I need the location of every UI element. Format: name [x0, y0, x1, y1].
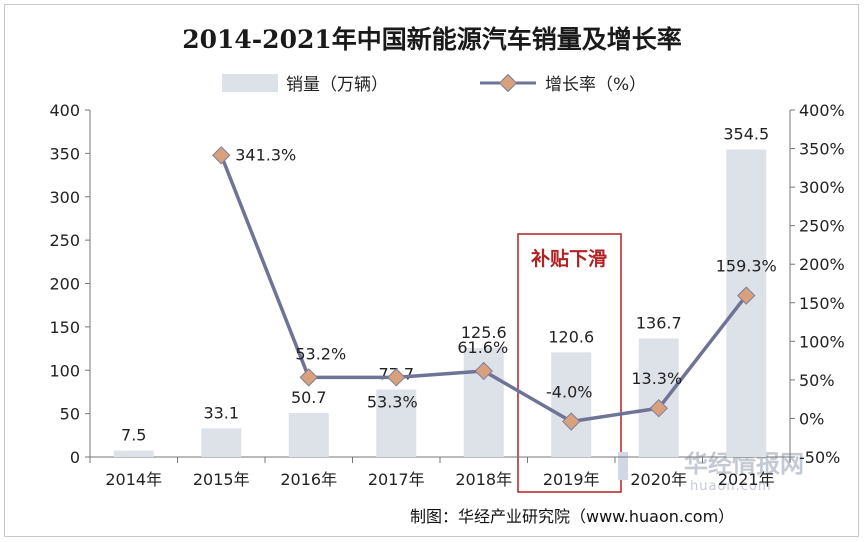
growth-data-label: 341.3% — [235, 145, 296, 164]
growth-data-label: 53.2% — [295, 344, 346, 363]
y-right-tick-label: 150% — [799, 294, 845, 313]
growth-marker — [737, 286, 756, 305]
growth-data-label: 61.6% — [457, 338, 508, 357]
growth-marker — [562, 412, 581, 431]
growth-data-label: 53.3% — [367, 392, 418, 411]
y-left-tick-label: 400 — [49, 101, 80, 120]
x-tick-label: 2020年 — [630, 470, 687, 489]
bar — [201, 428, 242, 457]
bar — [113, 450, 154, 457]
y-left-tick-label: 0 — [70, 448, 80, 467]
bar-data-label: 33.1 — [203, 403, 239, 422]
y-right-tick-label: 0% — [799, 409, 824, 428]
growth-data-label: 159.3% — [716, 257, 777, 276]
x-tick-label: 2017年 — [368, 470, 425, 489]
y-left-tick-label: 200 — [49, 275, 80, 294]
legend-line-marker — [498, 73, 518, 93]
growth-data-label: 13.3% — [631, 369, 682, 388]
legend-line-label: 增长率（%） — [545, 75, 646, 95]
legend-bar-label: 销量（万辆） — [286, 75, 388, 95]
y-right-tick-label: 350% — [799, 140, 845, 159]
annotation: 补贴下滑 — [517, 233, 622, 493]
y-left-tick-label: 150 — [49, 318, 80, 337]
x-tick-label: 2018年 — [455, 470, 512, 489]
bar — [288, 413, 329, 457]
x-tick-label: 2021年 — [718, 470, 775, 489]
source-note: 制图：华经产业研究院（www.huaon.com） — [410, 507, 734, 526]
annotation-text: 补贴下滑 — [531, 247, 607, 270]
bar — [638, 338, 679, 457]
legend-bar-swatch — [222, 74, 278, 92]
x-tick-label: 2014年 — [105, 470, 162, 489]
x-tick-label: 2019年 — [543, 470, 600, 489]
chart-frame — [4, 4, 859, 537]
y-left-tick-label: 300 — [49, 188, 80, 207]
y-right-tick-label: 300% — [799, 178, 845, 197]
y-left-tick-label: 50 — [60, 405, 80, 424]
bar-data-label: 354.5 — [723, 124, 769, 143]
bar-data-label: 7.5 — [121, 425, 146, 444]
chart-title: 2014-2021年中国新能源汽车销量及增长率 — [182, 25, 682, 54]
plot-area: 0 50 100 150 200 250 300 350 400 -50% 0% 50% 100% 150… — [49, 101, 844, 489]
annotation-box — [517, 233, 622, 493]
x-tick-label: 2015年 — [193, 470, 250, 489]
y-left-tick-label: 350 — [49, 144, 80, 163]
growth-marker — [649, 398, 668, 418]
growth-marker — [299, 368, 318, 387]
legend: 销量（万辆） 增长率（%） — [222, 73, 646, 95]
bar-data-label: 136.7 — [636, 313, 682, 332]
y-left-tick-label: 100 — [49, 361, 80, 380]
y-right-tick-label: 50% — [799, 371, 835, 390]
bar-data-label: 50.7 — [291, 388, 327, 407]
y-right-tick-label: 100% — [799, 332, 845, 351]
bar — [376, 389, 417, 457]
growth-marker — [474, 361, 493, 381]
bar-data-label: 125.6 — [461, 323, 507, 342]
growth-marker — [387, 368, 406, 387]
bar — [551, 352, 592, 457]
growth-data-label: -4.0% — [546, 383, 592, 402]
y-right-tick-label: -50% — [799, 448, 840, 467]
y-right-tick-label: 200% — [799, 255, 845, 274]
y-right-tick-label: 250% — [799, 217, 845, 236]
y-left-tick-label: 250 — [49, 231, 80, 250]
growth-marker — [212, 146, 231, 165]
x-tick-label: 2016年 — [280, 470, 337, 489]
y-right-tick-label: 400% — [799, 101, 845, 120]
watermark-url: huaon.com — [690, 479, 772, 494]
watermark-logo — [618, 452, 628, 480]
bar-data-label: 120.6 — [548, 327, 594, 346]
